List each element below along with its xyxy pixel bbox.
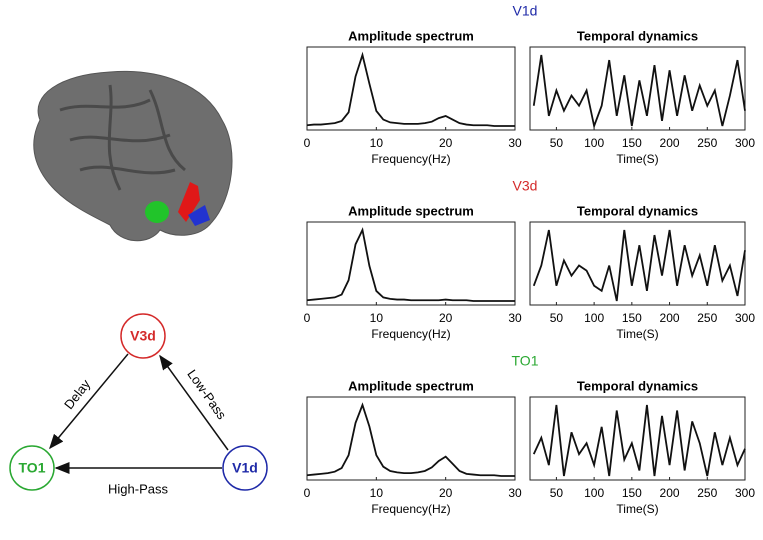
x-tick-label: 300 (735, 136, 755, 150)
node-label: TO1 (19, 460, 46, 476)
x-tick-label: 200 (660, 486, 680, 500)
x-tick-label: 300 (735, 311, 755, 325)
x-tick-label: 50 (550, 311, 564, 325)
x-tick-label: 250 (697, 136, 717, 150)
data-line (532, 404, 746, 477)
x-tick-label: 0 (304, 486, 311, 500)
x-tick-label: 30 (508, 136, 522, 150)
edge-label: High-Pass (108, 481, 168, 496)
data-line (306, 402, 515, 477)
x-tick-label: 100 (584, 136, 604, 150)
x-tick-label: 0 (304, 136, 311, 150)
plot-frame (529, 396, 746, 481)
chart-title: Amplitude spectrum (348, 378, 474, 393)
section-title: V1d (513, 3, 538, 19)
data-line (532, 54, 746, 130)
edge-arrow (49, 353, 129, 450)
plot-frame (306, 46, 516, 131)
section-title: V3d (513, 178, 538, 194)
x-axis-label: Frequency(Hz) (371, 502, 450, 516)
x-tick-label: 150 (622, 311, 642, 325)
node-circle (222, 445, 268, 491)
node-label: V3d (130, 328, 156, 344)
x-tick-label: 50 (550, 486, 564, 500)
x-tick-label: 100 (584, 486, 604, 500)
x-tick-label: 30 (508, 311, 522, 325)
chart-title: Amplitude spectrum (348, 28, 474, 43)
plot-frame (529, 46, 746, 131)
section-title: TO1 (512, 353, 539, 369)
chart-title: Temporal dynamics (577, 28, 698, 43)
x-tick-label: 150 (622, 486, 642, 500)
x-tick-label: 10 (370, 136, 384, 150)
chart-title: Amplitude spectrum (348, 203, 474, 218)
x-tick-label: 150 (622, 136, 642, 150)
x-tick-label: 20 (439, 486, 453, 500)
edge-label: Delay (61, 376, 94, 412)
plot-frame (306, 221, 516, 306)
edge-label: Low-Pass (184, 367, 229, 423)
x-tick-label: 250 (697, 311, 717, 325)
data-line (306, 227, 515, 302)
x-tick-label: 10 (370, 486, 384, 500)
x-tick-label: 250 (697, 486, 717, 500)
x-tick-label: 300 (735, 486, 755, 500)
x-tick-label: 20 (439, 136, 453, 150)
x-axis-label: Time(S) (616, 327, 658, 341)
x-tick-label: 50 (550, 136, 564, 150)
x-tick-label: 200 (660, 136, 680, 150)
x-tick-label: 10 (370, 311, 384, 325)
x-tick-label: 20 (439, 311, 453, 325)
x-tick-label: 0 (304, 311, 311, 325)
chart-title: Temporal dynamics (577, 378, 698, 393)
chart-title: Temporal dynamics (577, 203, 698, 218)
plot-frame (529, 221, 746, 306)
data-line (306, 51, 515, 127)
plot-frame (306, 396, 516, 481)
node-label: V1d (232, 460, 258, 476)
x-axis-label: Time(S) (616, 152, 658, 166)
x-axis-label: Frequency(Hz) (371, 152, 450, 166)
diagram: V3d TO1 V1d Delay Low-Pass High-Pass (9, 313, 268, 496)
node-circle (120, 313, 166, 359)
x-axis-label: Time(S) (616, 502, 658, 516)
brain-image (33, 70, 233, 242)
edge-arrow (159, 354, 229, 451)
data-line (532, 229, 746, 302)
x-tick-label: 100 (584, 311, 604, 325)
x-tick-label: 200 (660, 311, 680, 325)
node-circle (9, 445, 55, 491)
x-axis-label: Frequency(Hz) (371, 327, 450, 341)
x-tick-label: 30 (508, 486, 522, 500)
